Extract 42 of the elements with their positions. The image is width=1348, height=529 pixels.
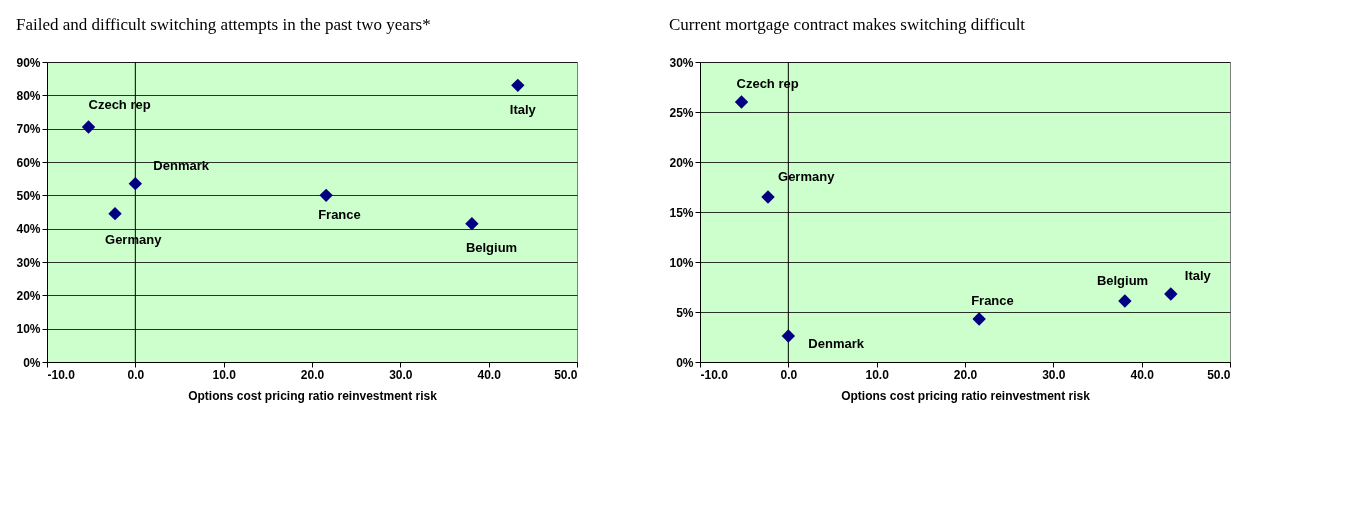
x-tick-label: 40.0: [477, 367, 502, 382]
y-tick-label: 5%: [676, 305, 694, 320]
y-tick-label: 60%: [16, 155, 41, 170]
x-tick-label: 10.0: [865, 367, 890, 382]
y-tick-label: 50%: [16, 188, 41, 203]
x-axis-title: Options cost pricing ratio reinvestment risk: [841, 388, 1091, 403]
y-tick-label: 10%: [16, 322, 41, 337]
annotation: Italy: [509, 102, 537, 118]
y-tick-label: 30%: [16, 255, 41, 270]
annotation: Italy: [1184, 268, 1212, 283]
y-tick-label: 30%: [669, 55, 694, 70]
x-tick-label: 50.0: [1207, 367, 1231, 382]
y-tick-label: 0%: [676, 355, 694, 370]
y-tick-label: 15%: [669, 205, 694, 220]
x-tick-label: -10.0: [47, 367, 76, 382]
y-tick-label: 80%: [16, 88, 41, 103]
annotation: Denmark: [808, 336, 865, 351]
x-tick-label: 40.0: [1130, 367, 1155, 382]
annotation: Belgium: [1096, 273, 1149, 288]
x-tick-label: 50.0: [554, 367, 578, 382]
x-tick-label: 20.0: [953, 367, 978, 382]
chart-title: Current mortgage contract makes switching difficult: [668, 15, 1026, 34]
y-tick-label: 40%: [16, 222, 41, 237]
y-tick-label: 90%: [16, 55, 41, 70]
y-tick-label: 0%: [23, 355, 41, 370]
y-tick-label: 25%: [669, 105, 694, 120]
chart-title: Failed and difficult switching attempts in the past two years*: [15, 15, 431, 34]
x-axis-title: Options cost pricing ratio reinvestment risk: [188, 388, 438, 403]
x-tick-label: 0.0: [780, 367, 798, 382]
annotation: Belgium: [465, 239, 518, 255]
x-tick-label: 10.0: [212, 367, 237, 382]
x-tick-label: 0.0: [127, 367, 145, 382]
y-tick-label: 70%: [16, 122, 41, 137]
x-tick-label: 20.0: [300, 367, 325, 382]
annotation: France: [971, 293, 1014, 308]
x-tick-label: -10.0: [700, 367, 729, 382]
x-tick-label: 30.0: [1042, 367, 1066, 382]
x-tick-label: 30.0: [389, 367, 413, 382]
y-tick-label: 10%: [669, 255, 694, 270]
y-tick-label: 20%: [16, 288, 41, 303]
y-tick-label: 20%: [669, 155, 694, 170]
annotation: France: [318, 207, 361, 223]
